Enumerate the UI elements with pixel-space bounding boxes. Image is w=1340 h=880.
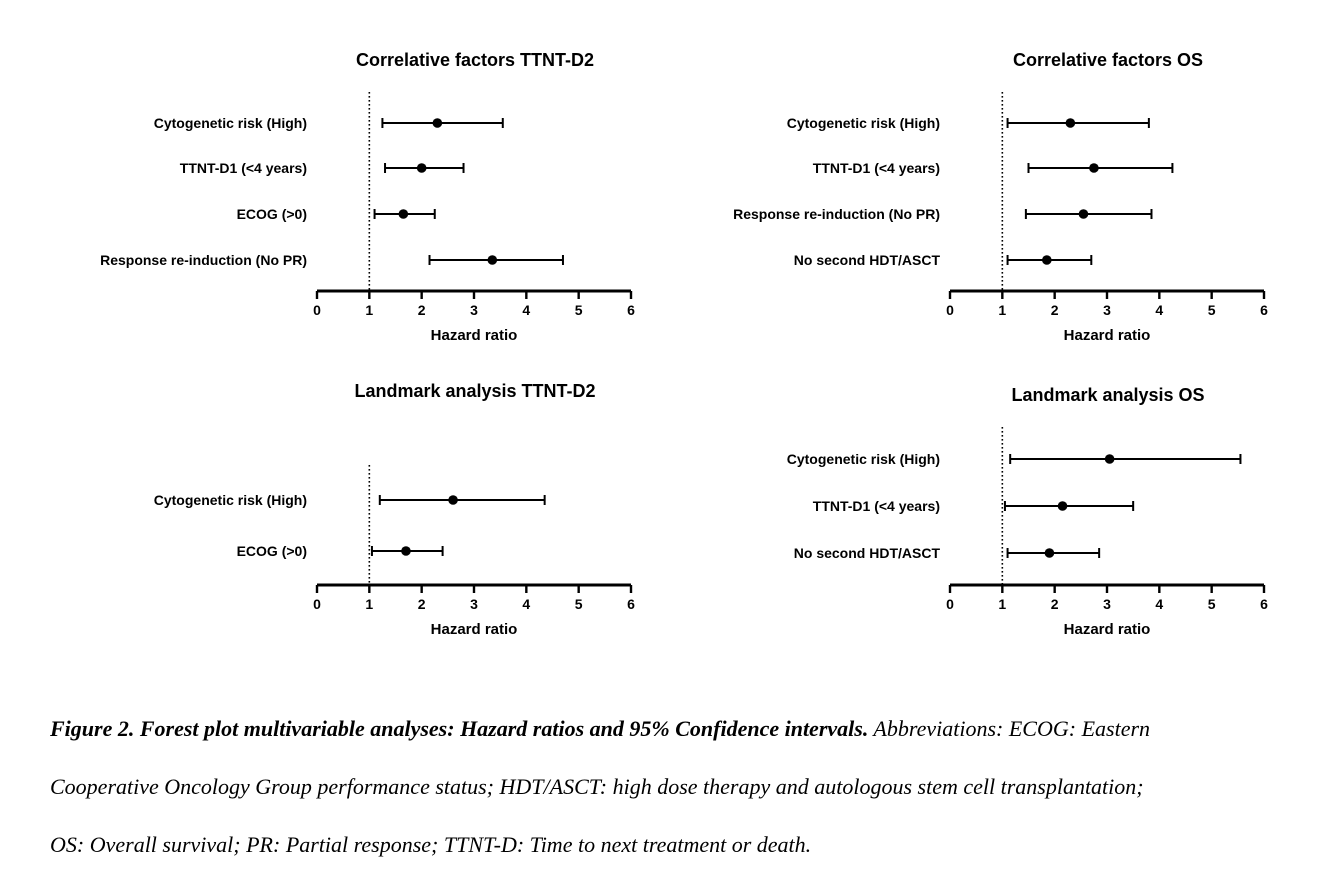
x-tick-label: 3	[470, 302, 478, 318]
x-axis-title: Hazard ratio	[1064, 327, 1151, 344]
row-label: Cytogenetic risk (High)	[787, 451, 940, 467]
x-tick-label: 3	[470, 596, 478, 612]
x-tick-label: 1	[998, 596, 1006, 612]
chart-title: Correlative factors OS	[1013, 50, 1203, 70]
caption-line-1: Figure 2. Forest plot multivariable anal…	[50, 700, 1340, 758]
x-tick-label: 0	[313, 302, 321, 318]
x-tick-label: 4	[1155, 302, 1163, 318]
row-label: No second HDT/ASCT	[794, 545, 941, 561]
chart-title: Landmark analysis TTNT-D2	[354, 381, 595, 401]
hazard-ratio-point	[1042, 255, 1052, 265]
x-tick-label: 1	[998, 302, 1006, 318]
x-tick-label: 6	[627, 302, 635, 318]
x-tick-label: 6	[627, 596, 635, 612]
hazard-ratio-point	[1044, 548, 1055, 558]
x-tick-label: 5	[1208, 302, 1216, 318]
x-tick-label: 1	[365, 302, 373, 318]
hazard-ratio-point	[1104, 454, 1115, 464]
row-label: Response re-induction (No PR)	[100, 252, 307, 268]
x-tick-label: 2	[418, 596, 426, 612]
hazard-ratio-point	[1089, 163, 1099, 173]
figure-caption: Figure 2. Forest plot multivariable anal…	[50, 700, 1340, 874]
x-axis-title: Hazard ratio	[431, 621, 518, 638]
row-label: No second HDT/ASCT	[794, 252, 941, 268]
x-tick-label: 4	[522, 596, 530, 612]
hazard-ratio-point	[1078, 209, 1089, 219]
row-label: Cytogenetic risk (High)	[787, 115, 940, 131]
row-label: Cytogenetic risk (High)	[154, 492, 307, 508]
row-label: Cytogenetic risk (High)	[154, 115, 307, 131]
x-axis-title: Hazard ratio	[1064, 621, 1151, 638]
x-tick-label: 1	[365, 596, 373, 612]
hazard-ratio-point	[416, 163, 427, 173]
chart-title: Landmark analysis OS	[1011, 385, 1204, 405]
hazard-ratio-point	[448, 495, 458, 505]
x-tick-label: 5	[575, 302, 583, 318]
hazard-ratio-point	[432, 118, 443, 128]
x-tick-label: 0	[946, 596, 954, 612]
caption-line-2: Cooperative Oncology Group performance s…	[50, 774, 1144, 799]
x-tick-label: 4	[522, 302, 530, 318]
hazard-ratio-point	[401, 546, 411, 556]
forest-plot-figure: Correlative factors TTNT-D2 Cytogenetic r…	[100, 50, 1268, 638]
x-tick-label: 0	[313, 596, 321, 612]
x-tick-label: 3	[1103, 302, 1111, 318]
caption-bold-title: Figure 2. Forest plot multivariable anal…	[50, 716, 869, 741]
x-tick-label: 0	[946, 302, 954, 318]
x-tick-label: 5	[1208, 596, 1216, 612]
row-label: Response re-induction (No PR)	[733, 206, 940, 222]
caption-line-3: OS: Overall survival; PR: Partial respon…	[50, 832, 812, 857]
x-tick-label: 2	[1051, 302, 1059, 318]
x-tick-label: 2	[418, 302, 426, 318]
x-tick-label: 5	[575, 596, 583, 612]
row-label: TTNT-D1 (<4 years)	[180, 160, 307, 176]
hazard-ratio-point	[1065, 118, 1076, 128]
x-tick-label: 6	[1260, 596, 1268, 612]
hazard-ratio-point	[487, 255, 498, 265]
x-tick-label: 3	[1103, 596, 1111, 612]
hazard-ratio-point	[1057, 501, 1068, 511]
row-label: TTNT-D1 (<4 years)	[813, 498, 940, 514]
row-label: ECOG (>0)	[237, 543, 307, 559]
caption-abbreviations-start: Abbreviations: ECOG: Eastern	[868, 716, 1151, 741]
x-tick-label: 6	[1260, 302, 1268, 318]
row-label: ECOG (>0)	[237, 206, 307, 222]
hazard-ratio-point	[398, 209, 409, 219]
x-tick-label: 4	[1155, 596, 1163, 612]
chart-title: Correlative factors TTNT-D2	[356, 50, 594, 70]
x-tick-label: 2	[1051, 596, 1059, 612]
x-axis-title: Hazard ratio	[431, 327, 518, 344]
row-label: TTNT-D1 (<4 years)	[813, 160, 940, 176]
